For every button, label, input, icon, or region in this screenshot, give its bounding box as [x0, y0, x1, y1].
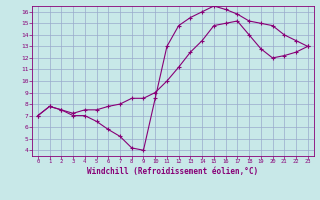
X-axis label: Windchill (Refroidissement éolien,°C): Windchill (Refroidissement éolien,°C) [87, 167, 258, 176]
